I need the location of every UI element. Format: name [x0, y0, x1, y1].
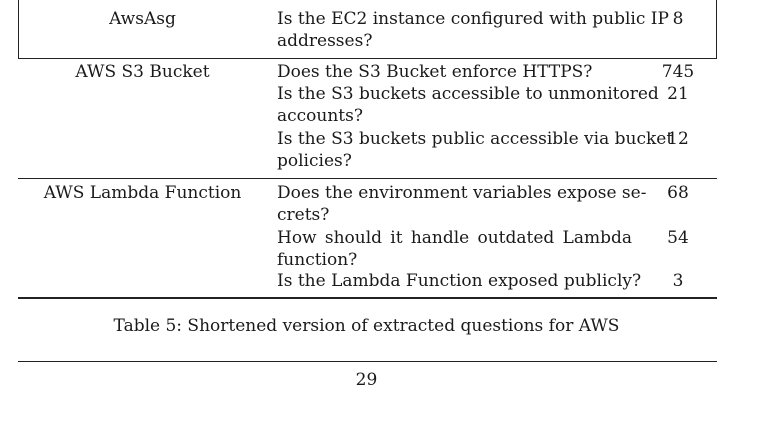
- row-separator-1: [18, 58, 717, 59]
- question-cell: Is the EC2 instance configured with publ…: [277, 9, 669, 29]
- table-left-border: [18, 0, 19, 59]
- count-cell: 745: [661, 62, 695, 82]
- table-right-border: [716, 0, 717, 59]
- row-separator-2: [18, 178, 717, 179]
- question-cell: How should it handle outdated Lambda: [277, 228, 632, 248]
- question-cell: Is the S3 buckets accessible to unmonito…: [277, 84, 659, 104]
- table-caption: Table 5: Shortened version of extracted …: [113, 316, 620, 336]
- question-cell: addresses?: [277, 31, 373, 51]
- question-cell: policies?: [277, 151, 352, 171]
- footer-rule: [18, 361, 717, 362]
- question-cell: crets?: [277, 205, 330, 225]
- resource-cell: AwsAsg: [109, 9, 176, 29]
- count-cell: 12: [667, 129, 689, 149]
- question-cell: Is the S3 buckets public accessible via …: [277, 129, 674, 149]
- count-cell: 21: [667, 84, 689, 104]
- page-number: 29: [355, 370, 378, 390]
- question-cell: Does the environment variables expose se…: [277, 183, 647, 203]
- question-cell: Does the S3 Bucket enforce HTTPS?: [277, 62, 593, 82]
- count-cell: 8: [672, 9, 684, 29]
- question-cell: function?: [277, 250, 358, 270]
- resource-cell: AWS Lambda Function: [43, 183, 242, 203]
- question-cell: Is the Lambda Function exposed publicly?: [277, 271, 642, 291]
- table-bottom-rule: [18, 297, 717, 299]
- resource-cell: AWS S3 Bucket: [75, 62, 210, 82]
- count-cell: 54: [667, 228, 689, 248]
- count-cell: 3: [672, 271, 684, 291]
- count-cell: 68: [667, 183, 689, 203]
- question-cell: accounts?: [277, 106, 363, 126]
